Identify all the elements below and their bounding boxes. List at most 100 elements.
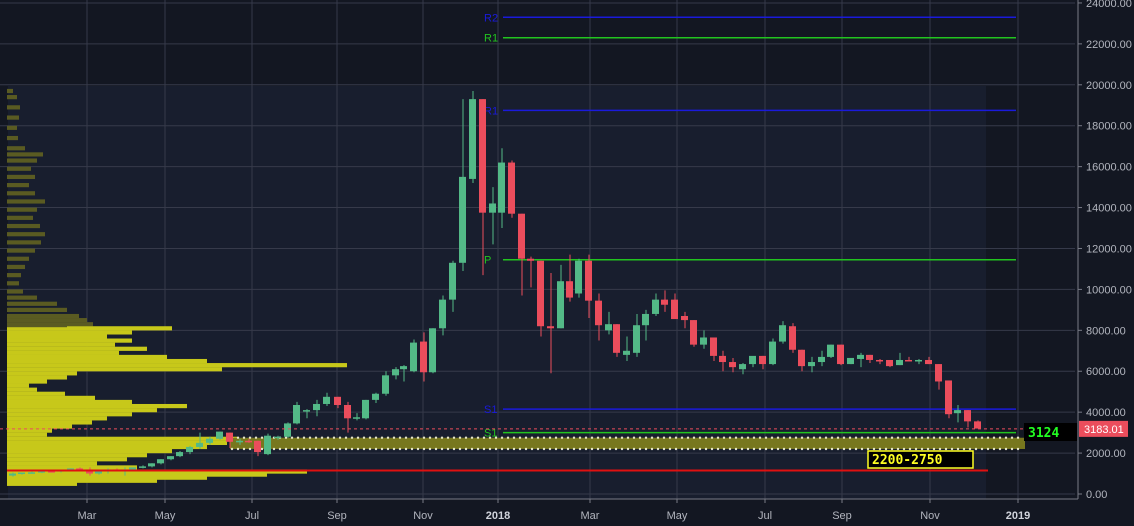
zone-dot (494, 436, 498, 439)
candle[interactable] (719, 350, 726, 372)
candle[interactable] (18, 472, 25, 475)
candle[interactable] (372, 392, 379, 403)
candle[interactable] (196, 432, 203, 449)
candle[interactable] (729, 357, 736, 373)
candle[interactable] (945, 380, 952, 419)
candle[interactable] (176, 451, 183, 458)
candle[interactable] (837, 344, 844, 366)
candle[interactable] (749, 355, 756, 368)
candle[interactable] (866, 354, 873, 364)
candle[interactable] (896, 352, 903, 366)
candle[interactable] (38, 471, 45, 474)
candle[interactable] (605, 311, 612, 335)
candle[interactable] (479, 99, 486, 276)
candle[interactable] (459, 99, 466, 271)
candlestick-series[interactable] (9, 90, 981, 477)
candle[interactable] (489, 187, 496, 245)
candle[interactable] (469, 90, 476, 184)
candle[interactable] (264, 433, 271, 456)
candle[interactable] (633, 313, 640, 357)
candle[interactable] (518, 213, 525, 296)
candle[interactable] (148, 463, 155, 468)
candle[interactable] (449, 260, 456, 312)
candle[interactable] (508, 160, 515, 218)
candle[interactable] (206, 436, 213, 445)
candle[interactable] (595, 293, 602, 341)
candle[interactable] (671, 293, 678, 320)
candle[interactable] (857, 352, 864, 368)
candle[interactable] (798, 349, 805, 372)
zone-dot (584, 447, 588, 451)
candle[interactable] (362, 399, 369, 420)
candle[interactable] (566, 254, 573, 302)
candle[interactable] (623, 336, 630, 362)
candle[interactable] (876, 358, 883, 365)
candle[interactable] (652, 293, 659, 316)
candle[interactable] (334, 396, 341, 409)
candle[interactable] (274, 435, 281, 440)
candle[interactable] (915, 358, 922, 365)
candle[interactable] (28, 471, 35, 474)
candle[interactable] (344, 401, 351, 433)
candle[interactable] (681, 311, 688, 329)
candle[interactable] (974, 420, 981, 429)
candle[interactable] (9, 472, 16, 477)
candle[interactable] (382, 371, 389, 396)
candle[interactable] (537, 260, 544, 337)
candle[interactable] (139, 465, 146, 469)
candle[interactable] (392, 367, 399, 380)
candle[interactable] (935, 364, 942, 390)
candle[interactable] (293, 401, 300, 425)
candle[interactable] (76, 467, 83, 470)
candle[interactable] (954, 404, 961, 423)
candle[interactable] (167, 456, 174, 461)
candle[interactable] (925, 356, 932, 365)
candle[interactable] (739, 363, 746, 375)
candle[interactable] (86, 467, 93, 476)
candle[interactable] (323, 392, 330, 407)
candle[interactable] (236, 438, 243, 445)
candle[interactable] (284, 422, 291, 438)
candle[interactable] (847, 357, 854, 365)
time-axis[interactable]: Mar May Jul Sep Nov 2018 Mar May Jul Sep Nov 2019 (0, 498, 1078, 522)
candle[interactable] (186, 445, 193, 455)
candle[interactable] (400, 365, 407, 382)
candle[interactable] (575, 258, 582, 298)
candle[interactable] (905, 356, 912, 362)
candle[interactable] (808, 356, 815, 373)
candle[interactable] (613, 324, 620, 357)
candle[interactable] (789, 323, 796, 353)
candle[interactable] (157, 459, 164, 465)
candle[interactable] (642, 309, 649, 341)
candle[interactable] (303, 409, 310, 419)
candle[interactable] (353, 413, 360, 421)
candle[interactable] (964, 410, 971, 428)
candle[interactable] (254, 440, 261, 457)
candle[interactable] (226, 432, 233, 448)
candle[interactable] (661, 290, 668, 312)
candle[interactable] (216, 431, 223, 440)
candle[interactable] (759, 355, 766, 370)
candle[interactable] (420, 332, 427, 382)
candle[interactable] (547, 273, 554, 374)
candle[interactable] (245, 438, 252, 443)
candle[interactable] (827, 344, 834, 358)
candle[interactable] (429, 328, 436, 374)
candle[interactable] (818, 350, 825, 367)
candle[interactable] (498, 148, 505, 229)
candle[interactable] (779, 321, 786, 344)
candle[interactable] (557, 264, 564, 329)
candle[interactable] (439, 295, 446, 336)
candle[interactable] (313, 399, 320, 417)
candle[interactable] (585, 254, 592, 319)
candle[interactable] (710, 337, 717, 362)
candle[interactable] (700, 330, 707, 349)
candle[interactable] (769, 338, 776, 366)
candle[interactable] (690, 320, 697, 347)
candle[interactable] (410, 339, 417, 373)
candle[interactable] (886, 359, 893, 368)
price-axis[interactable]: 0.00 2000.00 4000.00 6000.00 8000.00 10000.00… (1077, 0, 1132, 501)
candle[interactable] (527, 256, 534, 288)
